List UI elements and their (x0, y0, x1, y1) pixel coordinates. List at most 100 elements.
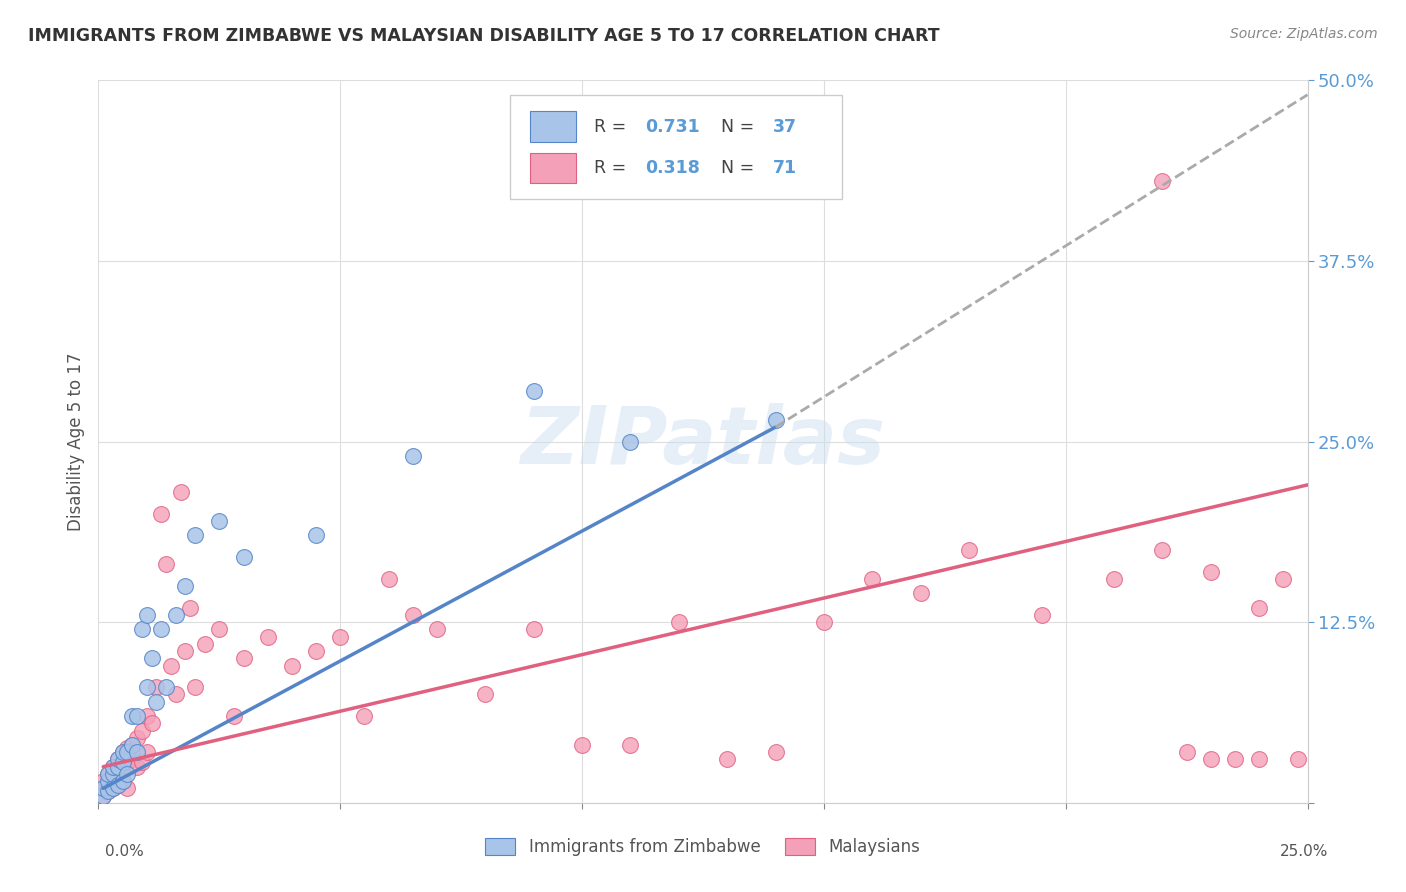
Point (127, 760, 149, 774)
Point (402, 607, 425, 622)
Point (135, 607, 157, 622)
Point (91, 781, 114, 796)
Point (131, 723, 153, 738)
Text: 37: 37 (773, 118, 797, 136)
Point (117, 740, 139, 755)
Point (860, 572, 883, 586)
Legend: Immigrants from Zimbabwe, Malaysians: Immigrants from Zimbabwe, Malaysians (485, 838, 921, 856)
Point (127, 745, 149, 759)
Point (121, 752, 143, 766)
Point (155, 558, 177, 572)
Point (194, 637, 217, 651)
Point (1175, 745, 1198, 759)
Point (957, 542, 980, 557)
Point (1286, 752, 1309, 766)
Point (141, 651, 163, 665)
Text: N =: N = (721, 118, 759, 136)
Point (121, 738, 143, 752)
Point (169, 485, 191, 500)
Point (101, 770, 124, 784)
Point (1031, 607, 1053, 622)
Point (101, 781, 124, 796)
Point (117, 745, 139, 759)
Y-axis label: Disability Age 5 to 17: Disability Age 5 to 17 (66, 352, 84, 531)
Point (155, 680, 177, 694)
Point (523, 384, 546, 398)
Point (150, 623, 173, 637)
Point (141, 716, 163, 731)
Point (107, 779, 129, 793)
Point (135, 745, 157, 759)
Point (91, 789, 114, 803)
Point (111, 745, 134, 759)
Point (619, 738, 641, 752)
Text: 0.731: 0.731 (645, 118, 700, 136)
FancyBboxPatch shape (509, 95, 842, 200)
Point (111, 760, 134, 774)
Point (1199, 752, 1222, 766)
Point (107, 752, 129, 766)
Point (107, 779, 129, 793)
Point (101, 767, 124, 781)
Point (91, 789, 114, 803)
Text: 25.0%: 25.0% (1281, 845, 1329, 859)
Point (402, 449, 425, 463)
Point (101, 781, 124, 796)
Point (1102, 572, 1125, 586)
Point (127, 731, 149, 745)
Point (281, 658, 304, 673)
Text: 0.0%: 0.0% (105, 845, 145, 859)
Point (97, 784, 120, 798)
Point (353, 709, 375, 723)
Point (101, 760, 124, 774)
Text: R =: R = (595, 118, 631, 136)
Point (208, 623, 231, 637)
Point (135, 709, 157, 723)
Point (256, 630, 278, 644)
Point (97, 767, 120, 781)
Point (813, 615, 835, 630)
Point (184, 680, 207, 694)
Text: ZIPatlas: ZIPatlas (520, 402, 886, 481)
Point (1272, 572, 1295, 586)
Point (208, 514, 231, 528)
Point (131, 623, 153, 637)
Point (1152, 174, 1174, 188)
Point (232, 550, 254, 565)
Point (174, 644, 197, 658)
Point (305, 644, 328, 658)
Point (619, 434, 641, 449)
FancyBboxPatch shape (530, 112, 576, 142)
Point (160, 658, 183, 673)
Point (179, 600, 201, 615)
Point (107, 760, 129, 774)
Point (97, 784, 120, 798)
Point (111, 756, 134, 770)
Point (150, 507, 173, 521)
Point (174, 579, 197, 593)
Point (910, 586, 932, 600)
Point (523, 623, 546, 637)
Point (91, 781, 114, 796)
Point (184, 528, 207, 542)
Point (97, 767, 120, 781)
Point (474, 687, 496, 701)
Point (1249, 600, 1271, 615)
Text: 71: 71 (773, 159, 797, 177)
Point (1152, 542, 1174, 557)
Point (222, 709, 245, 723)
Point (121, 738, 143, 752)
Point (111, 774, 134, 789)
FancyBboxPatch shape (530, 153, 576, 183)
Point (111, 745, 134, 759)
Point (107, 764, 129, 778)
Point (765, 413, 787, 427)
Point (426, 623, 449, 637)
Point (165, 607, 187, 622)
Point (145, 695, 167, 709)
Point (765, 745, 787, 759)
Text: N =: N = (721, 159, 759, 177)
Point (165, 687, 187, 701)
Point (107, 752, 129, 766)
Text: Source: ZipAtlas.com: Source: ZipAtlas.com (1230, 27, 1378, 41)
